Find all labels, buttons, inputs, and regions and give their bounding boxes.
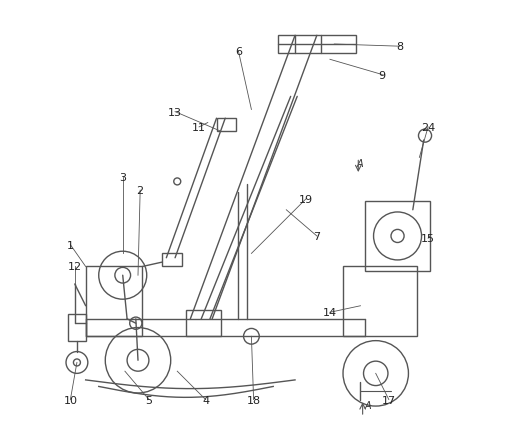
Text: 3: 3 [119,173,126,183]
Text: 13: 13 [168,107,182,117]
Text: 8: 8 [396,42,403,52]
Text: 14: 14 [323,307,337,318]
Bar [343,267,417,336]
Text: 5: 5 [145,395,152,405]
Text: 4: 4 [202,395,209,405]
Text: A: A [356,159,363,169]
Text: 6: 6 [235,46,242,57]
Text: 12: 12 [68,262,82,272]
Text: 11: 11 [192,123,206,133]
Text: 1: 1 [67,240,74,250]
Text: 19: 19 [299,194,313,205]
Bar [278,36,356,53]
Bar [68,315,86,341]
Bar [186,311,221,336]
Text: 18: 18 [247,395,261,405]
Text: A: A [365,400,371,410]
Bar [216,119,236,132]
Text: 24: 24 [421,123,435,133]
Bar [162,254,181,267]
Text: 10: 10 [63,395,77,405]
Bar [86,267,142,336]
Bar [365,201,430,271]
Text: 2: 2 [136,186,144,196]
Text: 7: 7 [313,231,321,241]
Text: 15: 15 [421,233,435,244]
Text: 9: 9 [379,71,386,80]
Text: 17: 17 [382,395,396,405]
